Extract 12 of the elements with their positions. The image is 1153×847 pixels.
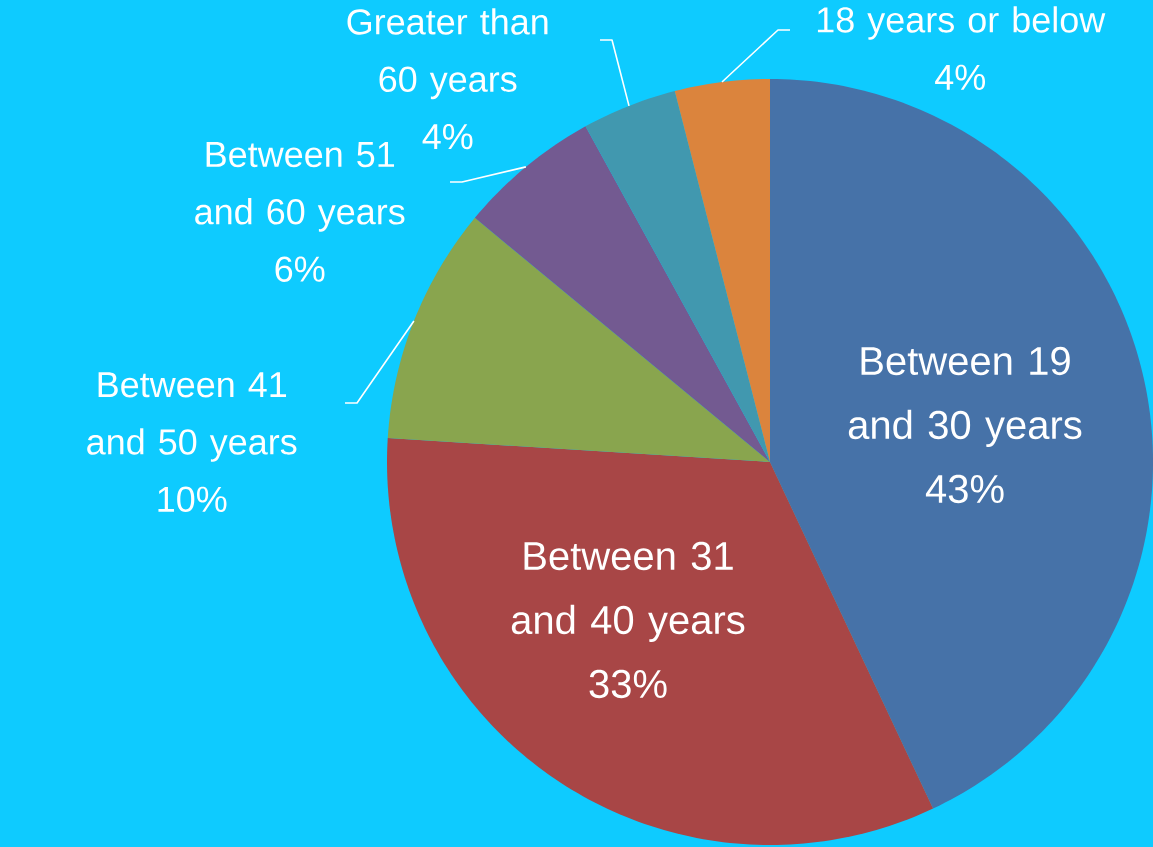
slice-label: Between 19 and 30 years [848, 346, 1082, 448]
slice-label: 18 years or below [817, 6, 1106, 40]
data-label: 6% [275, 256, 325, 282]
data-label: 4% [935, 64, 986, 90]
slice-label: Greater than 60 years [347, 8, 548, 100]
slice-label: Between 31 and 40 years [511, 541, 745, 643]
slice-label: Between 41 and 50 years [87, 372, 297, 462]
slice-label: Between 51 and 60 years [195, 142, 405, 232]
data-label: 4% [422, 124, 473, 150]
data-label: 43% [925, 474, 1004, 504]
data-label: 33% [589, 669, 667, 699]
data-label: 10% [158, 486, 227, 513]
